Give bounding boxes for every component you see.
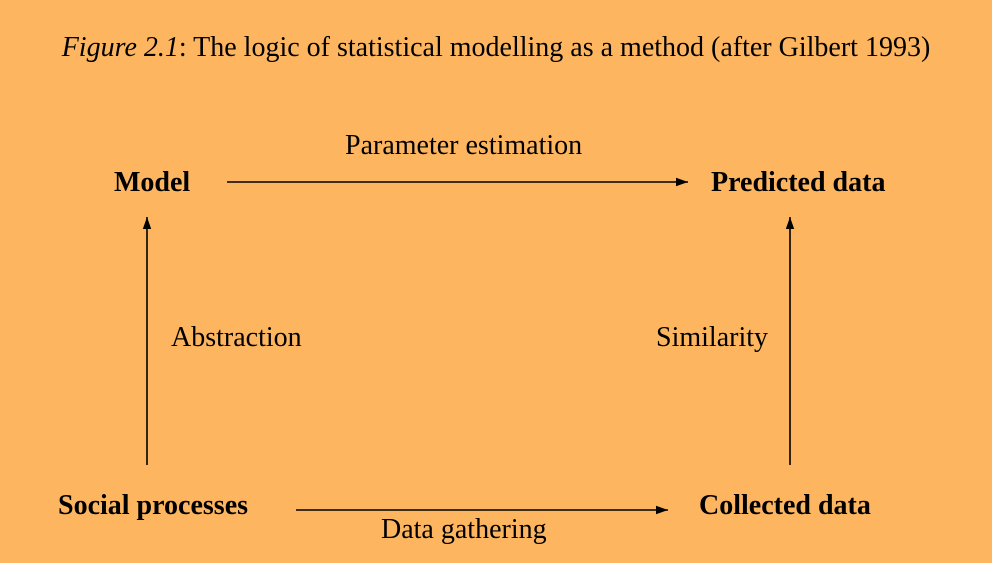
- label-parameter-estimation: Parameter estimation: [345, 130, 583, 161]
- caption-separator: :: [178, 32, 187, 63]
- figure-number: Figure 2.1: [61, 32, 179, 63]
- figure-caption: Figure 2.1: The logic of statistical mod…: [0, 32, 992, 64]
- label-data-gathering: Data gathering: [381, 514, 547, 545]
- node-predicted-data: Predicted data: [711, 167, 886, 198]
- node-model: Model: [114, 167, 191, 198]
- node-social-processes: Social processes: [58, 490, 249, 521]
- label-similarity: Similarity: [656, 322, 768, 353]
- node-collected-data: Collected data: [699, 490, 871, 521]
- label-abstraction: Abstraction: [171, 322, 302, 353]
- caption-text: The logic of statistical modelling as a …: [186, 32, 931, 63]
